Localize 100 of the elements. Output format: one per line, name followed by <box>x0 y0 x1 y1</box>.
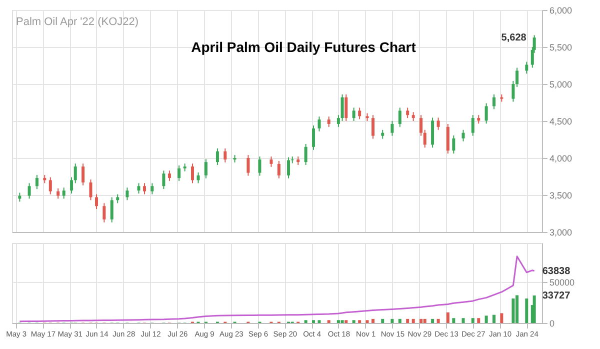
candlestick <box>204 158 208 179</box>
candlestick <box>150 182 154 195</box>
candlestick <box>277 160 280 179</box>
candlestick <box>74 163 77 184</box>
candlestick <box>420 114 423 136</box>
candlestick <box>270 156 273 168</box>
text: April Palm Oil Daily Futures Chart <box>191 39 416 55</box>
bar <box>484 316 488 323</box>
candlestick <box>525 61 528 74</box>
candlestick <box>28 182 31 200</box>
bar <box>436 318 440 323</box>
candlestick <box>327 116 330 128</box>
bar <box>336 320 340 323</box>
candlestick <box>398 107 402 128</box>
candlestick <box>137 182 140 194</box>
candlestick <box>143 182 146 195</box>
y-tick-label: 4,500 <box>550 116 572 126</box>
candlestick <box>82 163 85 186</box>
bar <box>304 320 308 323</box>
candlestick <box>62 187 66 200</box>
candlestick <box>318 116 321 132</box>
candlestick <box>516 67 519 88</box>
candlestick <box>352 107 356 122</box>
bar <box>512 298 515 323</box>
candlestick <box>372 114 375 140</box>
candlestick <box>358 107 362 120</box>
candlestick <box>224 148 227 163</box>
candlestick <box>452 134 456 154</box>
bar <box>372 318 375 323</box>
bar <box>327 320 330 323</box>
bar <box>477 318 480 323</box>
candlestick <box>191 163 194 184</box>
bar <box>312 320 315 323</box>
bar <box>412 318 415 323</box>
bar <box>390 318 394 323</box>
candlestick <box>162 170 166 190</box>
candlestick <box>304 143 308 166</box>
bar <box>492 314 496 323</box>
y-tick-label: 6,000 <box>550 6 572 16</box>
bar <box>431 318 434 323</box>
candlestick <box>94 194 98 210</box>
line-series <box>18 256 536 322</box>
annotation: 63838 <box>542 266 571 277</box>
candlestick <box>178 164 181 182</box>
candlestick <box>89 178 92 201</box>
candlestick <box>406 107 410 119</box>
candlestick <box>340 94 344 122</box>
bar <box>532 295 536 323</box>
bar <box>423 318 426 323</box>
bar <box>516 295 519 323</box>
candlestick <box>423 129 426 148</box>
bar <box>381 318 384 323</box>
candlestick <box>126 187 129 201</box>
bar <box>471 318 474 323</box>
bar <box>446 312 450 323</box>
bar <box>420 318 423 323</box>
text: Palm Oil Apr '22 (KOJ22) <box>16 16 139 28</box>
y-tick-label: 4,000 <box>550 154 572 164</box>
candlestick <box>287 156 290 179</box>
y-tick-label: 5,500 <box>550 42 572 52</box>
candlestick <box>336 114 340 128</box>
candlestick <box>512 80 515 102</box>
candlestick <box>484 102 488 124</box>
annotation: 5,628 <box>501 32 527 44</box>
bar <box>366 320 369 323</box>
candlestick <box>344 94 348 122</box>
candlestick <box>216 148 219 166</box>
bar <box>462 318 465 323</box>
candlestick <box>48 176 52 195</box>
bar <box>406 318 410 323</box>
candlestick <box>102 202 106 223</box>
y-tick-label: 50000 <box>550 278 575 288</box>
candlestick <box>258 156 262 176</box>
candlestick <box>35 174 38 190</box>
bar <box>344 320 348 323</box>
bar <box>352 320 356 323</box>
bar <box>398 318 402 323</box>
y-tick-label: 0 <box>550 318 555 328</box>
candlestick <box>246 154 250 176</box>
candlestick <box>492 94 496 110</box>
candlestick <box>436 117 440 130</box>
y-tick-label: 3,500 <box>550 190 572 200</box>
candlestick <box>196 172 200 184</box>
y-tick-label: 5,000 <box>550 80 572 90</box>
candlestick <box>390 120 394 136</box>
bar <box>525 298 528 323</box>
bar <box>358 320 362 323</box>
candlestick <box>168 170 171 182</box>
annotation: 33727 <box>542 290 571 302</box>
candlestick <box>462 129 465 142</box>
candlestick <box>110 196 114 223</box>
bar <box>340 320 344 323</box>
bar <box>500 313 504 323</box>
candlestick <box>446 123 450 154</box>
candlestick <box>471 114 474 136</box>
candlestick <box>56 188 60 200</box>
y-tick-label: 3,000 <box>550 228 572 238</box>
candlestick <box>70 176 74 194</box>
bar <box>318 320 321 323</box>
bar <box>452 318 456 323</box>
